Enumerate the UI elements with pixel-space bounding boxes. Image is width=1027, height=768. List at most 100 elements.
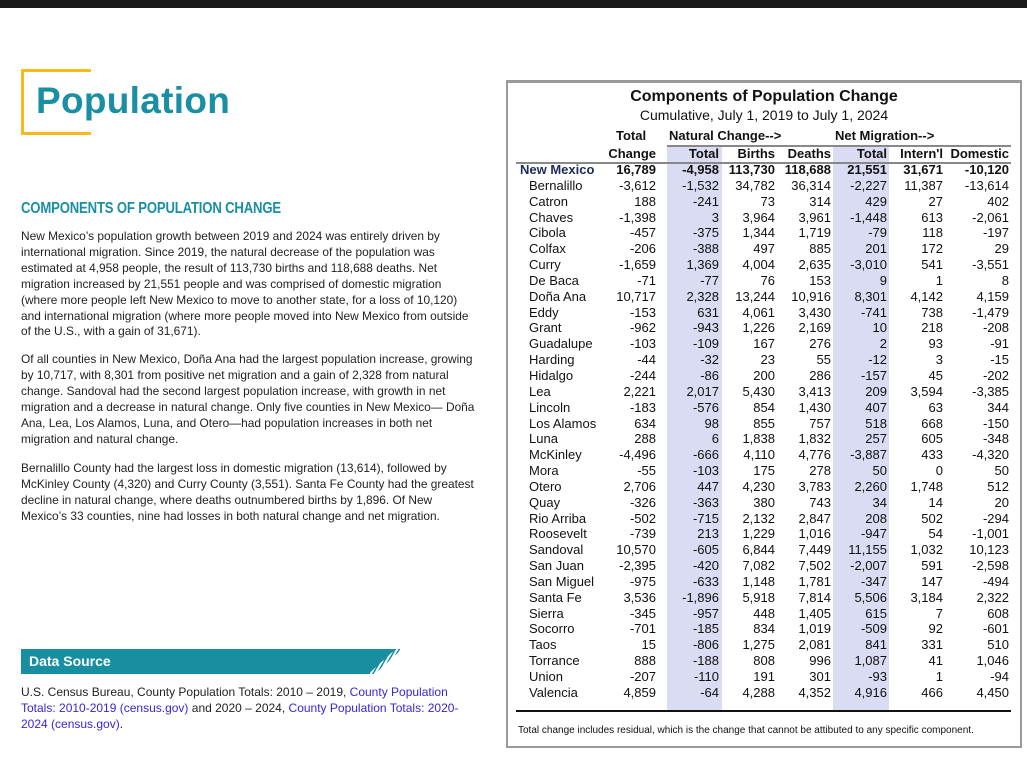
- cell-total-change: 10,570: [616, 542, 656, 558]
- natural-total-shading: [667, 146, 722, 710]
- cell-total-change: -975: [629, 573, 656, 589]
- cell-migration-total: 841: [865, 637, 887, 653]
- cell-deaths: 1,832: [798, 431, 831, 447]
- cell-domestic: -208: [982, 320, 1009, 336]
- cell-international: 3: [935, 352, 943, 368]
- cell-migration-total: 5,506: [854, 589, 887, 605]
- area-name: Valencia: [529, 684, 578, 700]
- cell-international: 0: [935, 463, 943, 479]
- cell-total-change: 2,706: [623, 478, 656, 494]
- cell-deaths: 4,776: [798, 447, 831, 463]
- cell-domestic: -1,479: [972, 304, 1009, 320]
- cell-total-change: -701: [629, 621, 656, 637]
- area-name: Harding: [529, 352, 575, 368]
- cell-natural-total: -666: [692, 447, 719, 463]
- table-footnote: Total change includes residual, which is…: [518, 725, 974, 736]
- cell-total-change: 634: [634, 415, 656, 431]
- cell-migration-total: 8,301: [854, 288, 887, 304]
- cell-deaths: 743: [809, 494, 831, 510]
- link-2010-2019[interactable]: County Population Totals: 2010-2019 (cen…: [21, 685, 448, 715]
- table-row: McKinley -4,496 -666 4,110 4,776 -3,887 433 -4,…: [506, 447, 1022, 463]
- table-row: Lea 2,221 2,017 5,430 3,413 209 3,594 -3,385: [506, 384, 1022, 400]
- cell-international: 433: [921, 447, 943, 463]
- cell-births: 1,226: [742, 320, 775, 336]
- cell-domestic: -10,120: [964, 162, 1009, 177]
- cell-migration-total: 21,551: [847, 162, 887, 177]
- cell-births: 808: [753, 653, 775, 669]
- cell-migration-total: -741: [860, 304, 887, 320]
- cell-migration-total: 209: [865, 383, 887, 399]
- cell-migration-total: 9: [879, 272, 887, 288]
- area-name: Los Alamos: [529, 415, 597, 431]
- cell-births: 4,288: [742, 684, 775, 700]
- cell-births: 191: [753, 669, 775, 684]
- col-domestic: Domestic: [950, 146, 1009, 161]
- cell-births: 4,230: [742, 478, 775, 494]
- cell-births: 113,730: [728, 162, 775, 177]
- cell-natural-total: -375: [692, 225, 719, 241]
- table-row: Luna 288 6 1,838 1,832 257 605 -348: [506, 431, 1022, 447]
- cell-total-change: 2,221: [623, 383, 656, 399]
- area-name: Sierra: [529, 605, 564, 621]
- cell-natural-total: -1,532: [682, 177, 719, 193]
- header-total: Total: [616, 128, 647, 143]
- area-name: Union: [529, 669, 563, 684]
- cell-total-change: 10,717: [616, 288, 656, 304]
- cell-migration-total: 615: [865, 605, 887, 621]
- paragraph: Of all counties in New Mexico, Doña Ana …: [21, 352, 475, 446]
- cell-migration-total: -3,887: [850, 447, 887, 463]
- cell-natural-total: -605: [692, 542, 719, 558]
- cell-natural-total: 631: [697, 304, 719, 320]
- cell-deaths: 1,781: [798, 573, 831, 589]
- cell-natural-total: -110: [693, 669, 719, 684]
- cell-births: 1,229: [742, 526, 775, 542]
- cell-migration-total: 208: [865, 510, 887, 526]
- cell-international: 1,032: [910, 542, 943, 558]
- migration-total-shading: [833, 146, 889, 710]
- cell-domestic: 4,159: [976, 288, 1009, 304]
- cell-natural-total: -86: [700, 367, 719, 383]
- cell-natural-total: -32: [700, 352, 719, 368]
- table-row: Los Alamos 634 98 855 757 518 668 -150: [506, 416, 1022, 432]
- table-row: Doña Ana 10,717 2,328 13,244 10,916 8,301 4,14…: [506, 289, 1022, 305]
- table-title: Components of Population Change: [630, 88, 898, 105]
- table-row: Torrance 888 -188 808 996 1,087 41 1,046: [506, 653, 1022, 669]
- cell-natural-total: -943: [692, 320, 719, 336]
- cell-international: 502: [921, 510, 943, 526]
- cell-total-change: -1,398: [619, 209, 656, 225]
- cell-domestic: 4,450: [976, 684, 1009, 700]
- cell-international: 63: [928, 399, 943, 415]
- cell-international: 27: [928, 193, 943, 209]
- cell-total-change: 3,536: [623, 589, 656, 605]
- cell-deaths: 301: [809, 669, 831, 684]
- cell-deaths: 118,688: [784, 162, 831, 177]
- cell-international: 11,387: [904, 177, 943, 193]
- cell-total-change: 288: [634, 431, 656, 447]
- group-rule: [667, 145, 1011, 147]
- link-2020-2024[interactable]: County Population Totals: 2020-2024 (cen…: [21, 701, 459, 731]
- cell-domestic: 512: [987, 478, 1009, 494]
- cell-domestic: 510: [987, 637, 1009, 653]
- cell-international: 1,748: [910, 478, 943, 494]
- table-row: Lincoln -183 -576 854 1,430 407 63 344: [506, 400, 1022, 416]
- cell-natural-total: -633: [692, 573, 719, 589]
- cell-migration-total: 11,155: [848, 542, 887, 558]
- cell-total-change: -457: [629, 225, 656, 241]
- cell-domestic: -494: [982, 573, 1009, 589]
- col-migration-total: Total: [856, 146, 887, 161]
- cell-deaths: 3,783: [798, 478, 831, 494]
- area-name: Otero: [529, 478, 562, 494]
- cell-natural-total: 213: [697, 526, 719, 542]
- cell-migration-total: 257: [865, 431, 887, 447]
- cell-domestic: -94: [990, 669, 1009, 684]
- cell-total-change: -44: [637, 352, 656, 368]
- cell-migration-total: 518: [865, 415, 887, 431]
- cell-total-change: -4,496: [619, 447, 656, 463]
- cell-international: 3,184: [910, 589, 943, 605]
- area-name: Guadalupe: [529, 336, 593, 352]
- header-net-migration: Net Migration-->: [835, 128, 935, 143]
- cell-migration-total: 1,087: [854, 653, 887, 669]
- cell-migration-total: 429: [865, 193, 887, 209]
- cell-births: 1,838: [742, 431, 775, 447]
- cell-deaths: 1,430: [798, 399, 831, 415]
